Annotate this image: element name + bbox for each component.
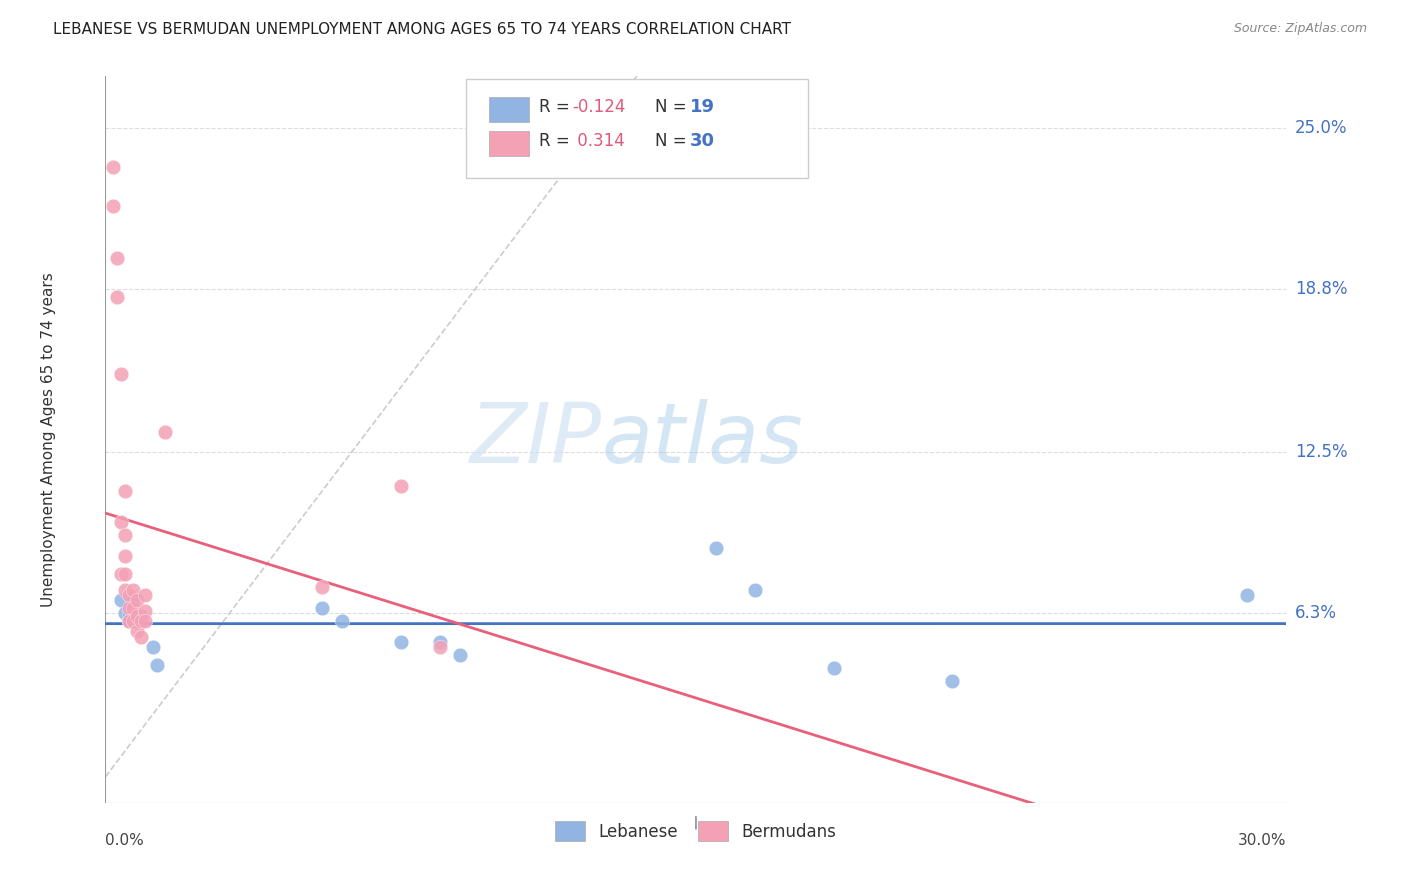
Point [110, 516, 132, 530]
Point [114, 549, 136, 563]
Point [129, 614, 152, 628]
Point [153, 425, 176, 439]
Text: N =: N = [655, 132, 692, 150]
Point [105, 251, 128, 265]
Point [105, 289, 128, 303]
Point [429, 640, 451, 654]
Point [823, 661, 845, 675]
Point [114, 528, 136, 542]
Point [122, 593, 145, 607]
Point [118, 588, 141, 602]
Point [145, 658, 167, 673]
Text: R =: R = [538, 132, 575, 150]
Point [125, 593, 148, 607]
FancyBboxPatch shape [465, 79, 808, 178]
Text: 30: 30 [690, 132, 716, 150]
Point [114, 484, 136, 499]
Text: -0.124: -0.124 [572, 98, 626, 116]
Text: 25.0%: 25.0% [1295, 119, 1347, 136]
Legend: Lebanese, Bermudans: Lebanese, Bermudans [547, 814, 845, 849]
Point [118, 614, 141, 628]
Point [110, 368, 132, 382]
Text: ZIP: ZIP [470, 399, 602, 480]
Point [311, 580, 333, 594]
Point [114, 582, 136, 597]
Point [103, 160, 125, 174]
Point [389, 635, 412, 649]
Text: Source: ZipAtlas.com: Source: ZipAtlas.com [1233, 22, 1367, 36]
Text: R =: R = [538, 98, 575, 116]
Text: 0.314: 0.314 [572, 132, 624, 150]
Point [134, 614, 156, 628]
Text: 18.8%: 18.8% [1295, 280, 1347, 298]
Point [122, 601, 145, 615]
Text: LEBANESE VS BERMUDAN UNEMPLOYMENT AMONG AGES 65 TO 74 YEARS CORRELATION CHART: LEBANESE VS BERMUDAN UNEMPLOYMENT AMONG … [53, 22, 792, 37]
Point [449, 648, 471, 662]
Point [103, 199, 125, 213]
Point [125, 624, 148, 639]
Text: 6.3%: 6.3% [1295, 604, 1337, 623]
Text: atlas: atlas [602, 399, 803, 480]
Point [129, 608, 152, 623]
Point [134, 604, 156, 618]
Point [704, 541, 727, 556]
Point [118, 601, 141, 615]
Point [389, 479, 412, 493]
Point [1236, 588, 1258, 602]
Point [114, 607, 136, 621]
Text: 19: 19 [690, 98, 716, 116]
FancyBboxPatch shape [489, 131, 530, 156]
Text: 30.0%: 30.0% [1239, 833, 1286, 848]
Point [330, 614, 353, 628]
Point [110, 567, 132, 582]
Point [142, 640, 165, 654]
Point [125, 614, 148, 628]
Point [429, 635, 451, 649]
Point [941, 673, 963, 688]
Point [118, 614, 141, 628]
Point [110, 593, 132, 607]
Point [114, 567, 136, 582]
Point [122, 582, 145, 597]
Point [125, 608, 148, 623]
Text: Unemployment Among Ages 65 to 74 years: Unemployment Among Ages 65 to 74 years [41, 272, 56, 607]
Text: 12.5%: 12.5% [1295, 443, 1347, 461]
Text: 0.0%: 0.0% [105, 833, 145, 848]
FancyBboxPatch shape [489, 97, 530, 121]
Point [134, 588, 156, 602]
Point [129, 630, 152, 644]
Point [311, 601, 333, 615]
Point [122, 614, 145, 628]
Point [744, 582, 766, 597]
Text: N =: N = [655, 98, 692, 116]
Point [118, 608, 141, 623]
